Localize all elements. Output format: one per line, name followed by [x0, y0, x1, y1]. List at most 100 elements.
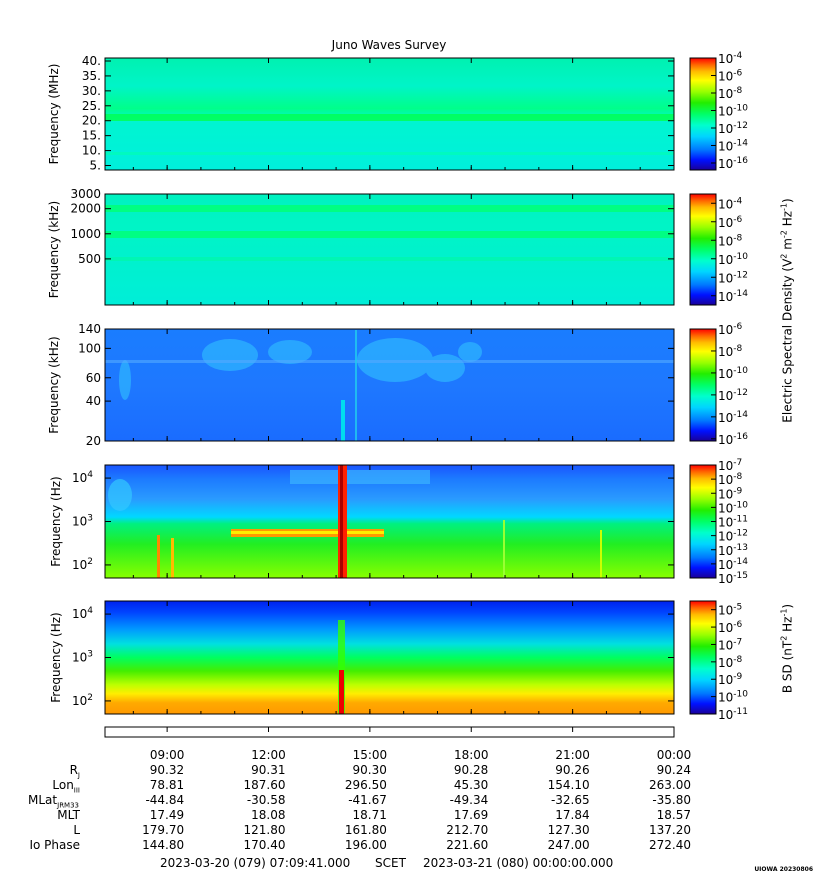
panel-2-band-1000: [105, 231, 674, 238]
panel-2-band-500: [105, 257, 674, 261]
ephemeris-cell: 179.70: [142, 823, 185, 837]
ephemeris-row: RJ 90.32 90.31 90.30 90.28 90.26 90.24: [0, 763, 815, 779]
ephemeris-cell: 144.80: [142, 838, 185, 852]
panel-1-ytick-label: 5.: [90, 159, 101, 173]
colorbar-1-tick-label: 10-14: [718, 139, 748, 154]
ephemeris-cell: 296.50: [344, 778, 387, 792]
ephemeris-cell: 121.80: [243, 823, 286, 837]
colorbar-1-tick-label: 10-6: [718, 69, 743, 84]
panel-1-ytick-label: 40.: [82, 54, 101, 68]
panel-5-burst: [338, 620, 345, 714]
panel-4-spike-d: [600, 530, 602, 578]
colorbar-2-tick-label: 10-4: [718, 196, 743, 211]
colorbar-3-tick-label: 10-10: [718, 366, 748, 381]
ephemeris-cell: 221.60: [446, 838, 489, 852]
ephemeris-row: Io Phase 144.80 170.40 196.00 221.60 247.00 27…: [0, 838, 815, 853]
colorbar-4-tick-label: 10-15: [718, 571, 748, 586]
ephemeris-cell: 17.84: [555, 808, 590, 822]
panel-3-ytick-label: 40: [86, 394, 101, 408]
panel-3-ytick-label: 100: [78, 341, 101, 355]
ephemeris-cell: 154.10: [547, 778, 590, 792]
ephemeris-row: MLatJRM33 -44.84 -30.58 -41.67 -49.34 -32.65 -…: [0, 793, 815, 809]
ephemeris-cell: -41.67: [348, 793, 387, 807]
panel-1-ylabel: Frequency (MHz): [47, 64, 61, 165]
ephemeris-row-label: RJ: [69, 763, 80, 780]
panel-4-whistler: [108, 479, 132, 511]
ephemeris-cell: -49.34: [449, 793, 489, 807]
ephemeris-cell: 137.20: [649, 823, 691, 837]
ephemeris-row-label: L: [73, 823, 80, 837]
ephemeris-cell: 90.30: [352, 763, 387, 777]
panel-4-spike-b: [171, 538, 174, 578]
panel-1-ytick-label: 15.: [82, 129, 101, 143]
ephemeris-cell: 187.60: [243, 778, 286, 792]
ephemeris-cell: 78.81: [149, 778, 185, 792]
panel-2-ytick-label: 1000: [70, 227, 101, 241]
ephemeris-row: MLT 17.49 18.08 18.71 17.69 17.84 18.57: [0, 808, 815, 823]
ephemeris-cell: 45.30: [453, 778, 489, 792]
panel-1-ytick-label: 25.: [82, 99, 101, 113]
ephemeris-cell: 272.40: [649, 838, 691, 852]
panel-2-band-2000: [105, 205, 674, 212]
time-tick-label: 15:00: [352, 748, 388, 762]
ephemeris-row-label: MLatJRM33: [28, 793, 79, 810]
colorbar-2-tick-label: 10-6: [718, 215, 743, 230]
ephemeris-cell: 161.80: [344, 823, 387, 837]
time-tick-label: 12:00: [251, 748, 286, 762]
panel-1-ytick-label: 30.: [82, 84, 101, 98]
colorbar-4-tick-label: 10-14: [718, 557, 748, 572]
panel-2-heatmap: [105, 194, 674, 305]
panel-4-cloud: [290, 470, 430, 484]
panel-1-ytick-label: 10.: [82, 144, 101, 158]
panel-1-band-low: [105, 152, 674, 155]
time-tick-label: 00:00: [656, 748, 692, 762]
colorbar-2-tick-label: 10-12: [718, 270, 748, 285]
ephemeris-cell: 170.40: [243, 838, 286, 852]
colorbar-5-tick-label: 10-10: [718, 690, 748, 705]
colorbar-2-tick-label: 10-8: [718, 233, 743, 248]
panel-1-ytick-label: 20.: [82, 114, 101, 128]
panel-1-ytick-label: 35.: [82, 69, 101, 83]
colorbar-5-tick-label: 10-5: [718, 603, 742, 618]
panel-3-band: [105, 360, 674, 363]
panel-4-ytick-label: 103: [72, 514, 93, 529]
panel-2-ytick-label: 2000: [70, 202, 101, 216]
ephemeris-cell: 17.49: [149, 808, 185, 822]
panel-5-ytick-label: 103: [72, 650, 93, 665]
ephemeris-cell: 90.28: [453, 763, 489, 777]
colorbar-4-tick-label: 10-11: [718, 515, 748, 530]
ephemeris-cell: 17.69: [453, 808, 489, 822]
footer-start: 2023-03-20 (079) 07:09:41.000: [160, 856, 351, 870]
panel-4-spike-a: [157, 535, 160, 578]
panel-5-ytick-label: 102: [72, 693, 93, 708]
ephemeris-cell: 18.08: [251, 808, 286, 822]
colorbar-4-tick-label: 10-10: [718, 500, 748, 515]
footer-end: 2023-03-21 (080) 00:00:00.000: [423, 856, 614, 870]
colorbar-1-tick-label: 10-10: [718, 104, 748, 119]
ephemeris-row-label: Io Phase: [29, 838, 80, 852]
colorbar-4-tick-label: 10-7: [718, 458, 742, 473]
figure-title: Juno Waves Survey: [331, 38, 447, 52]
panel-2-ytick-label: 500: [78, 252, 101, 266]
panel-3-frame: [104, 328, 675, 442]
colorbar-1-tick-label: 10-16: [718, 156, 748, 171]
ephemeris-cell: 196.00: [344, 838, 387, 852]
colorbar-2-tick-label: 10-14: [718, 289, 748, 304]
colorbar-1-tick-label: 10-12: [718, 121, 748, 136]
footer-scet: SCET: [375, 856, 406, 870]
ephemeris-row: LonIII 78.81 187.60 296.50 45.30 154.10 263.00: [0, 778, 815, 794]
time-tick-label: 21:00: [555, 748, 590, 762]
ephemeris-cell: -44.84: [145, 793, 185, 807]
panel-3-ytick-label: 140: [78, 322, 101, 336]
ephemeris-cell: 90.31: [251, 763, 286, 777]
panel-3-ytick-label: 20: [86, 434, 101, 448]
panel-4-ytick-label: 104: [72, 470, 93, 485]
colorbar-1: [689, 57, 717, 171]
colorbar-4-tick-label: 10-13: [718, 543, 748, 558]
panel-1-band-20mhz: [105, 114, 674, 121]
ephemeris-cell: 90.24: [656, 763, 691, 777]
panel-3-line: [355, 330, 357, 441]
panel-5-heatmap: [105, 601, 674, 714]
time-tick-label: 09:00: [149, 748, 185, 762]
panel-4-burst-core: [340, 465, 343, 578]
